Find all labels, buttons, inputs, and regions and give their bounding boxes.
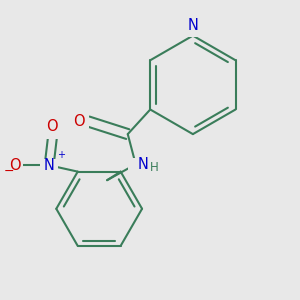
Text: −: − — [3, 165, 14, 178]
Text: N: N — [44, 158, 55, 173]
Text: H: H — [150, 161, 159, 174]
Bar — [128, 158, 150, 171]
Text: O: O — [9, 158, 20, 173]
Bar — [71, 115, 89, 128]
Text: N: N — [137, 157, 148, 172]
Text: N: N — [188, 18, 198, 33]
Text: +: + — [57, 150, 65, 160]
Text: O: O — [73, 114, 85, 129]
Bar — [183, 25, 202, 37]
Bar — [40, 159, 58, 172]
Bar — [44, 126, 61, 139]
Text: O: O — [46, 119, 58, 134]
Bar — [5, 159, 23, 172]
